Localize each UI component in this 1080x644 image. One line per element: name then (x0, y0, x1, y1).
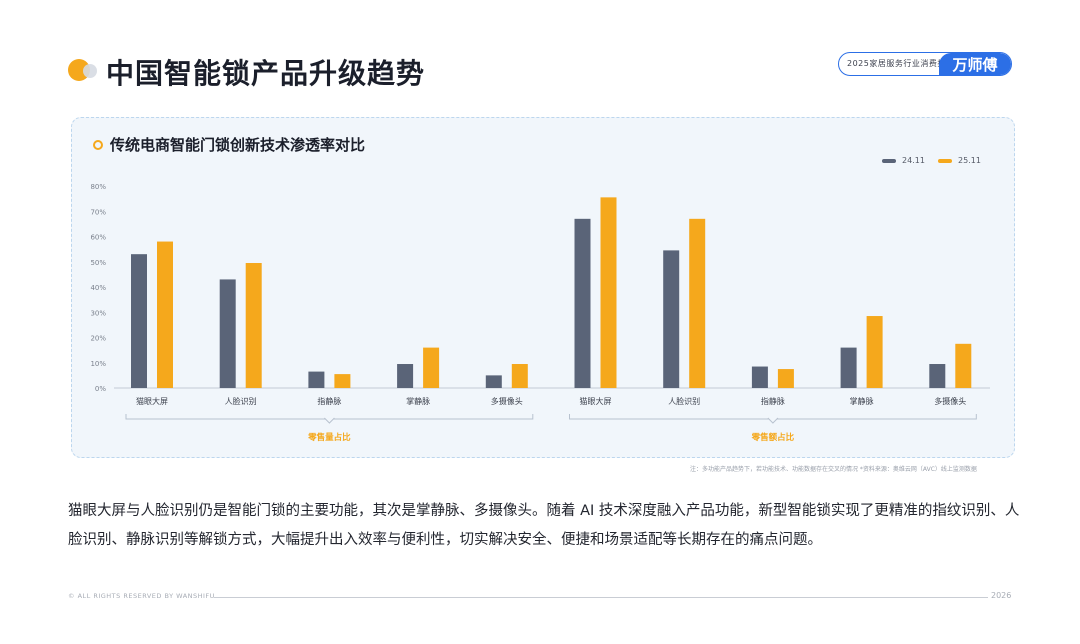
x-tick-label: 猫眼大屏 (136, 396, 168, 406)
footer-copyright: © ALL RIGHTS RESERVED BY WANSHIFU (68, 592, 215, 600)
y-tick-label: 50% (90, 259, 106, 267)
x-tick-label: 掌静脉 (406, 396, 430, 406)
bar-25-11 (955, 343, 972, 388)
legend-label-24-11: 24.11 (902, 156, 925, 165)
y-tick-label: 20% (90, 335, 106, 343)
footer-divider (214, 597, 988, 598)
y-tick-label: 40% (90, 284, 106, 292)
y-tick-label: 60% (90, 234, 106, 242)
y-tick-label: 70% (90, 208, 106, 216)
group-label: 零售额占比 (751, 432, 795, 443)
y-tick-label: 10% (90, 360, 106, 368)
legend-item-24-11: 24.11 (882, 156, 925, 168)
brand-logo: 万师傅 (939, 53, 1011, 75)
bar-25-11 (245, 263, 262, 388)
source-note: 注：多功能产品趋势下，若功能技术、功能数据存在交叉的情况 *资料来源：奥维云网（… (690, 466, 977, 473)
title-decoration-icon (68, 58, 100, 82)
legend-item-25-11: 25.11 (938, 156, 981, 168)
x-tick-label: 多摄像头 (491, 396, 523, 406)
group-label: 零售量占比 (307, 432, 351, 443)
chart-title-ring-icon (93, 140, 103, 150)
brand-badge: 2025家居服务行业消费报告 万师傅 (838, 52, 1012, 76)
bar-24-11 (308, 371, 325, 388)
x-tick-label: 多摄像头 (934, 396, 966, 406)
bar-25-11 (423, 347, 440, 388)
x-tick-label: 猫眼大屏 (580, 396, 612, 406)
x-tick-label: 指静脉 (317, 396, 341, 406)
x-tick-label: 掌静脉 (850, 396, 874, 406)
bar-24-11 (663, 250, 680, 388)
y-tick-label: 80% (90, 183, 106, 191)
bar-25-11 (157, 241, 173, 388)
chart-title: 传统电商智能门锁创新技术渗透率对比 (110, 136, 366, 154)
body-paragraph: 猫眼大屏与人脸识别仍是智能门锁的主要功能，其次是掌静脉、多摄像头。随着 AI 技… (68, 503, 1020, 548)
legend-label-25-11: 25.11 (958, 156, 981, 165)
legend-swatch-24-11 (882, 158, 896, 163)
group-chevron-icon (324, 417, 335, 424)
bar-24-11 (485, 375, 502, 388)
x-tick-label: 人脸识别 (668, 396, 700, 406)
bar-25-11 (689, 218, 706, 388)
page-title: 中国智能锁产品升级趋势 (106, 57, 426, 90)
bar-24-11 (397, 364, 414, 388)
bar-24-11 (751, 366, 768, 388)
bar-25-11 (600, 197, 617, 388)
brand-report-label: 2025家居服务行业消费报告 (847, 59, 955, 68)
bar-24-11 (574, 218, 591, 388)
bar-24-11 (131, 254, 147, 388)
bar-24-11 (929, 364, 946, 388)
bar-25-11 (511, 364, 528, 388)
y-tick-label: 30% (90, 309, 106, 317)
x-tick-label: 指静脉 (761, 396, 785, 406)
y-tick-label: 0% (95, 385, 106, 393)
group-chevron-icon (767, 417, 779, 424)
legend-swatch-25-11 (938, 158, 952, 163)
bar-25-11 (334, 374, 351, 388)
x-tick-label: 人脸识别 (225, 396, 257, 406)
bar-25-11 (866, 316, 883, 388)
footer-year: 2026 (991, 591, 1012, 600)
bar-24-11 (840, 347, 857, 388)
bar-25-11 (777, 369, 794, 388)
bar-24-11 (219, 279, 236, 388)
